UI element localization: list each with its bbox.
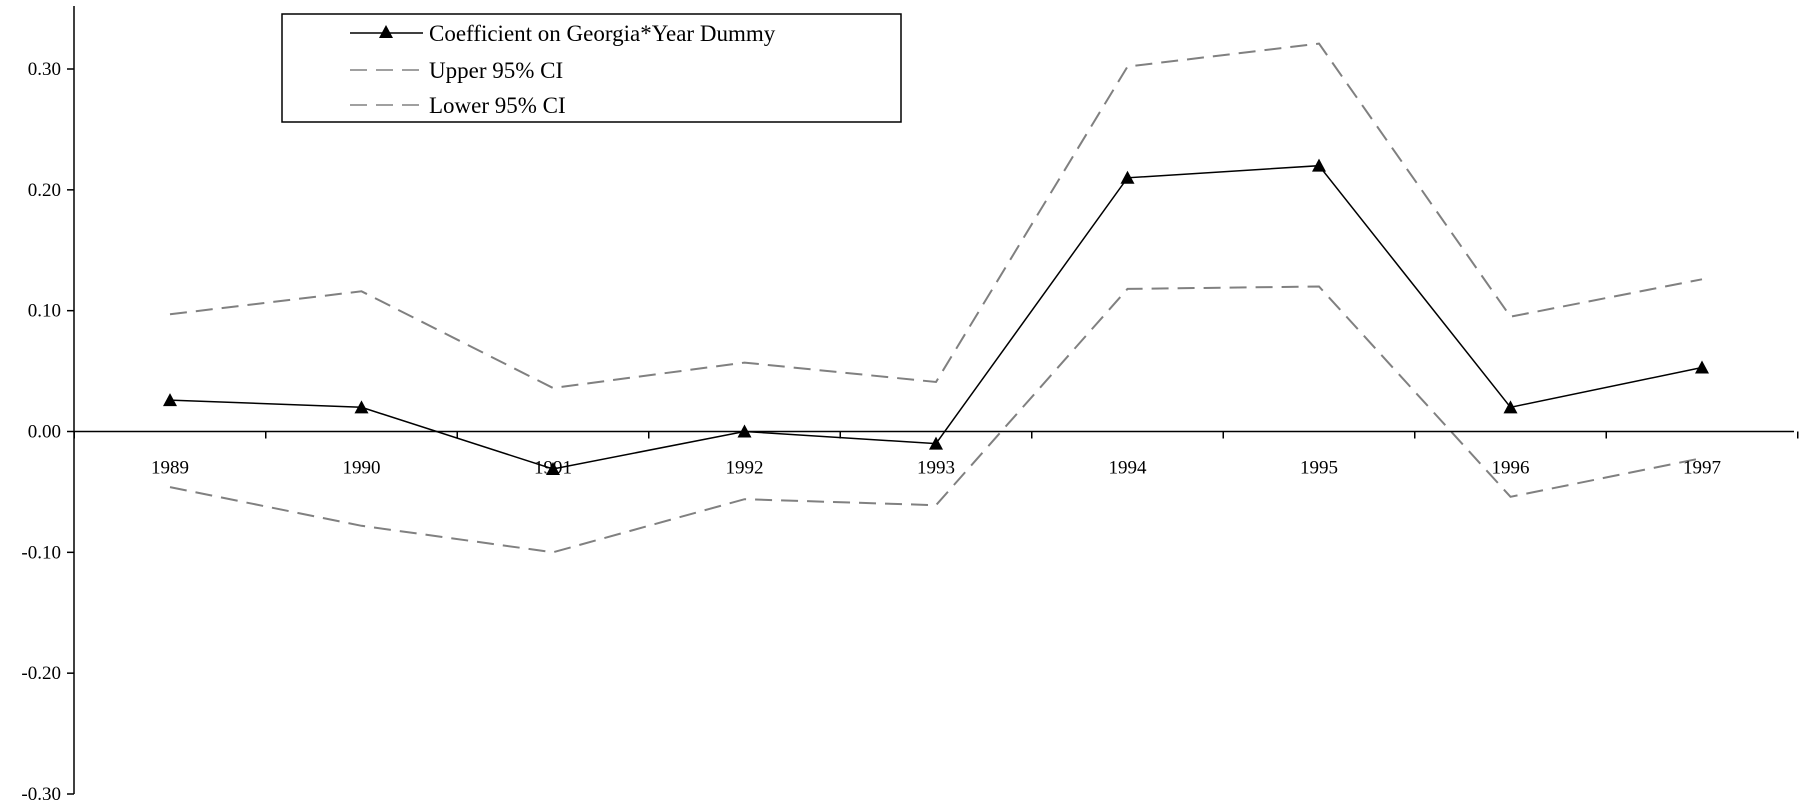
series-line-upper-ci: [169, 42, 1703, 390]
x-tick-label: 1992: [726, 458, 764, 479]
x-tick-label: 1990: [343, 458, 381, 479]
coefficient-point: [1695, 360, 1709, 374]
coefficient-point: [929, 436, 943, 450]
x-tick-label: 1994: [1109, 458, 1148, 479]
coefficient-point: [546, 461, 560, 475]
legend-label-lower-ci: Lower 95% CI: [429, 93, 566, 118]
y-tick-label: -0.20: [21, 663, 61, 684]
y-tick-label: -0.10: [21, 542, 61, 563]
x-tick-label: 1991: [534, 458, 572, 479]
y-tick-label: -0.30: [21, 784, 61, 805]
series-layer: [163, 42, 1709, 554]
legend-label-coefficient: Coefficient on Georgia*Year Dummy: [429, 21, 776, 46]
coefficient-point: [1503, 400, 1518, 414]
series-line-coefficient: [169, 164, 1703, 470]
y-tick-label: 0.10: [28, 301, 61, 322]
legend: Coefficient on Georgia*Year Dummy Upper …: [281, 13, 902, 123]
x-tick-label: 1993: [917, 458, 955, 479]
x-tick-label: 1995: [1300, 458, 1338, 479]
x-tick-labels: 1989 1990 1991 1992 1993 1994 1995 1996 1997: [151, 458, 1721, 479]
legend-label-upper-ci: Upper 95% CI: [429, 58, 563, 83]
coefficient-point: [163, 393, 177, 407]
axes-layer: [67, 6, 1799, 795]
x-tick-label: 1989: [151, 458, 189, 479]
y-tick-label: 0.00: [28, 422, 61, 443]
x-tick-label: 1996: [1492, 458, 1530, 479]
x-tick-label: 1997: [1683, 458, 1721, 479]
y-tick-label: 0.20: [28, 180, 61, 201]
coefficient-point: [1312, 158, 1326, 172]
y-tick-label: 0.30: [28, 59, 61, 80]
y-tick-labels: 0.30 0.20 0.10 0.00 -0.10 -0.20 -0.30: [21, 59, 61, 805]
coefficient-point: [354, 400, 369, 414]
coefficient-point: [1120, 170, 1135, 184]
legend-triangle-marker: [379, 25, 393, 38]
